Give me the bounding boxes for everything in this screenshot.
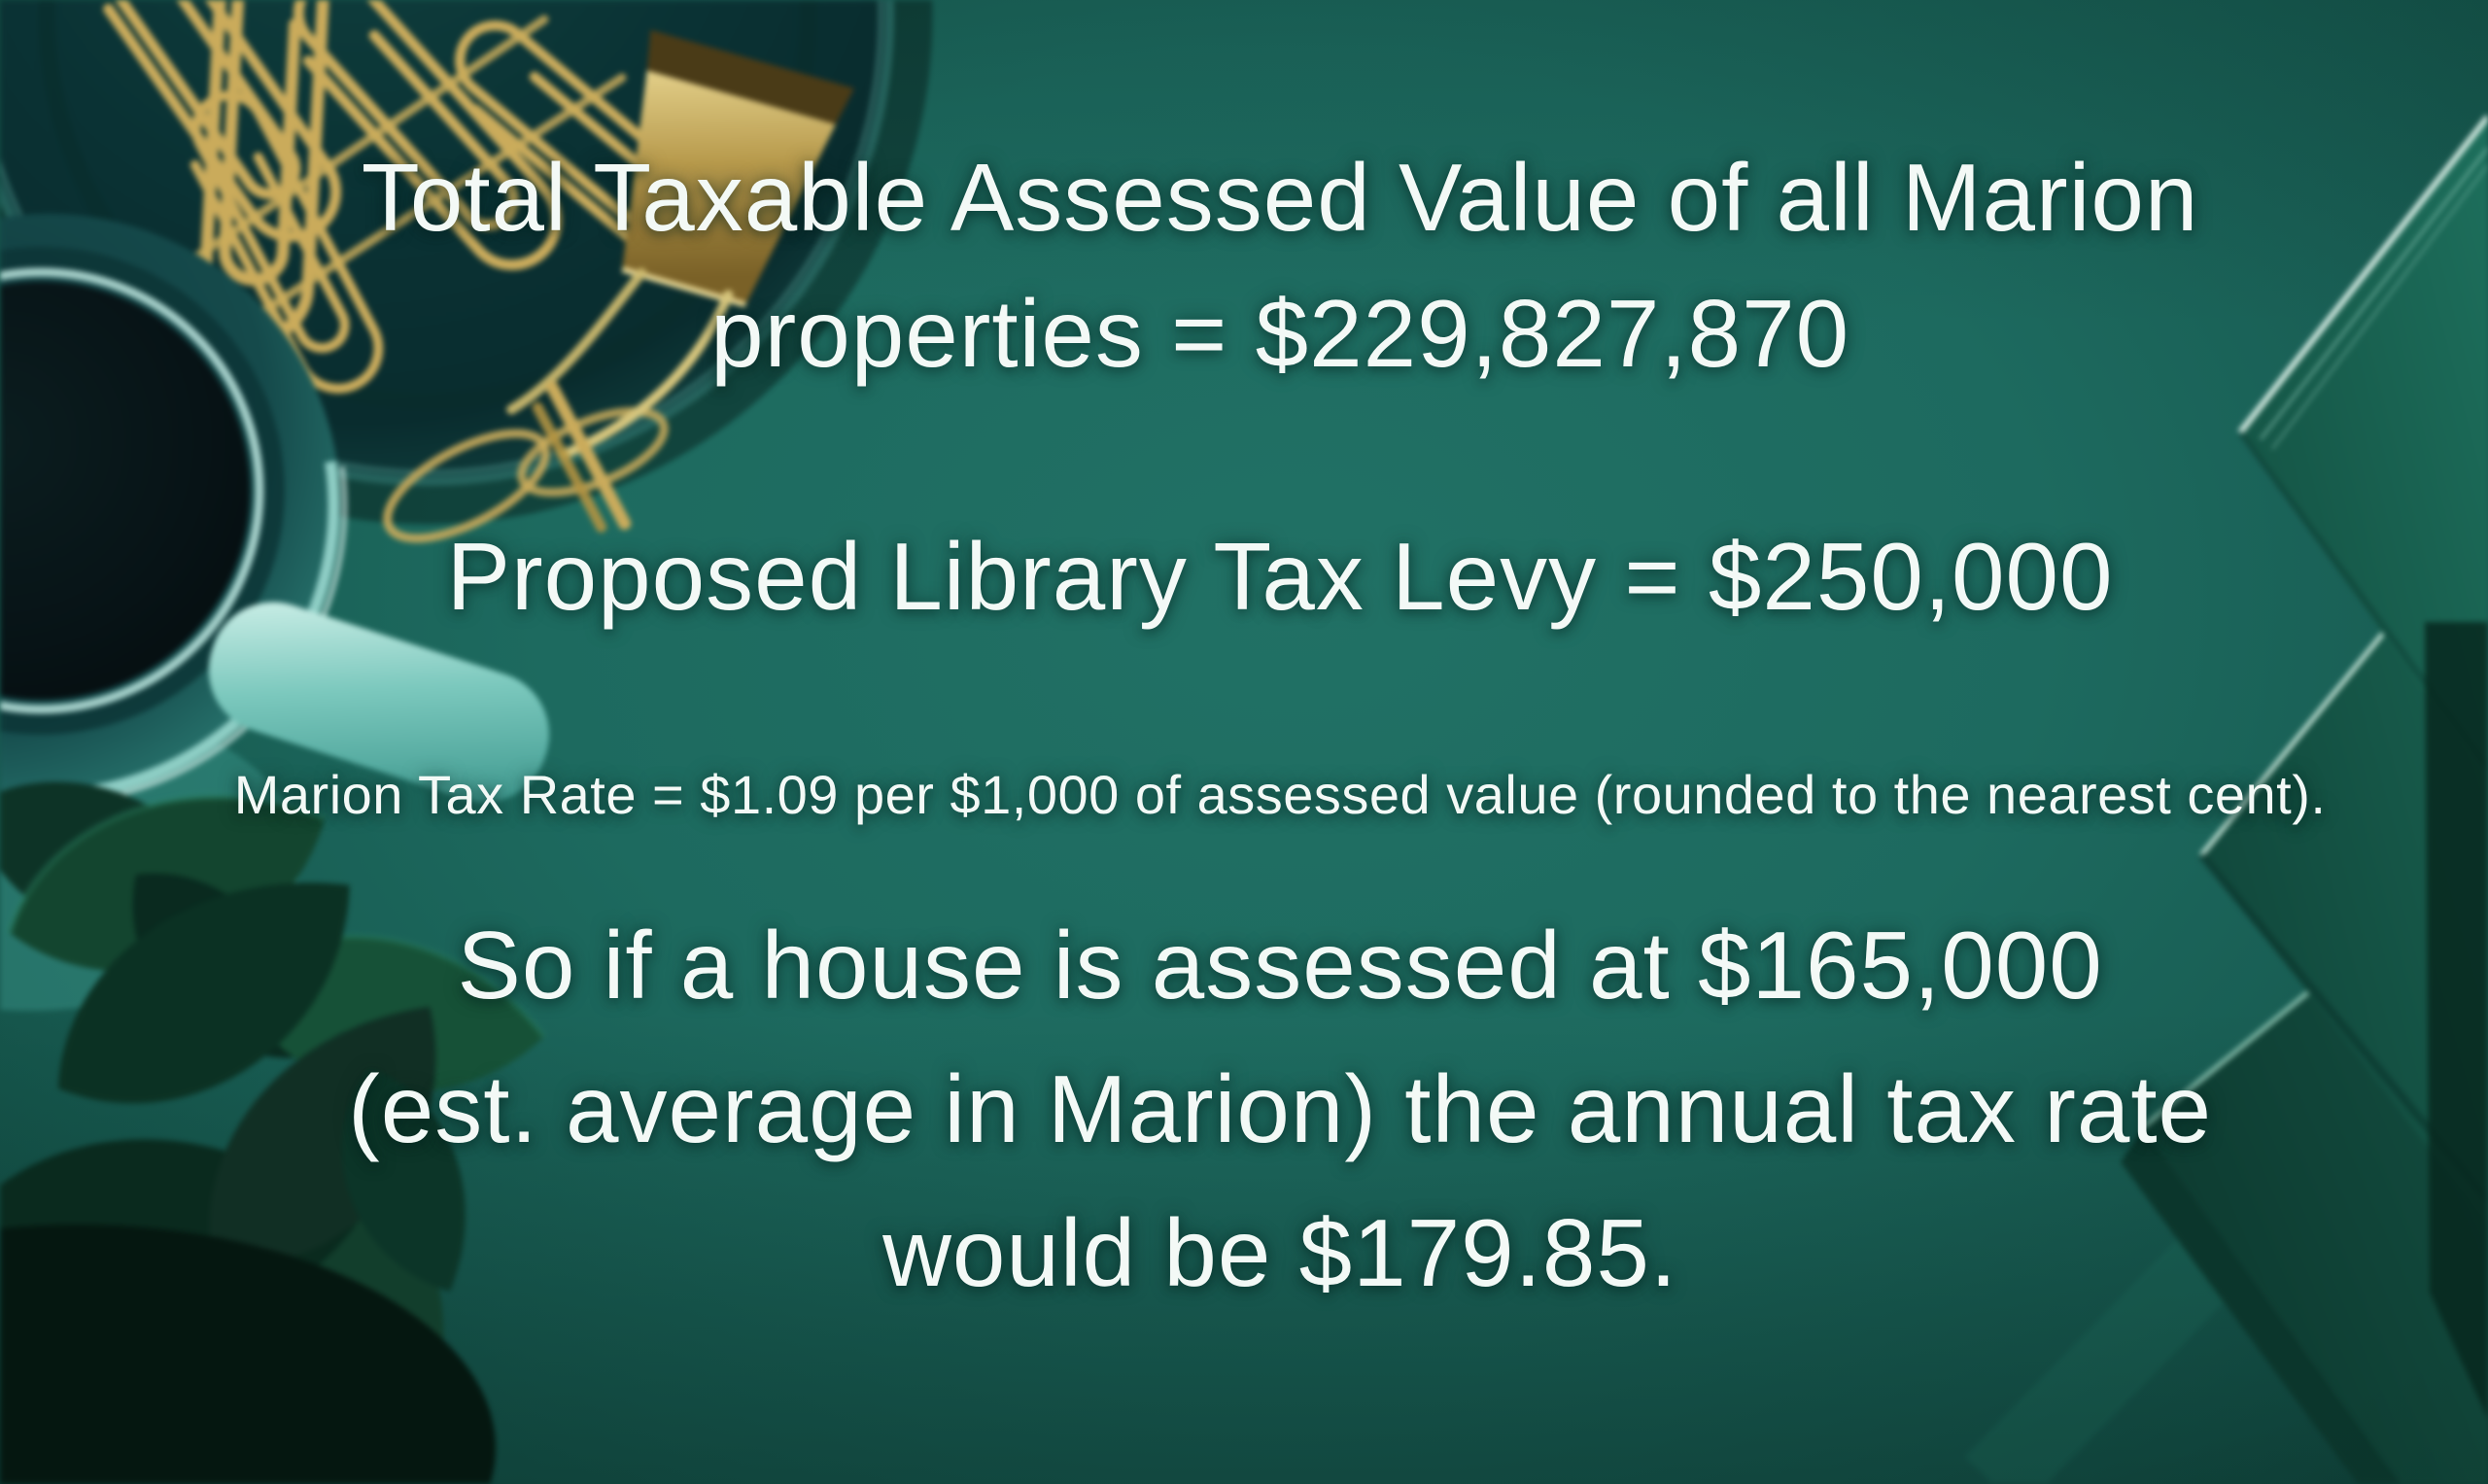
book-cover bbox=[2240, 117, 2488, 782]
books-photo bbox=[1964, 115, 2488, 1484]
example-line-3: would be $179.85. bbox=[882, 1199, 1678, 1306]
coffee-surface bbox=[0, 282, 250, 700]
leaf-shadow bbox=[0, 1225, 496, 1484]
binder-clip-icon bbox=[506, 29, 854, 460]
assessed-value-line-1: Total Taxable Assessed Value of all Mari… bbox=[361, 144, 2199, 251]
tax-rate-line: Marion Tax Rate = $1.09 per $1,000 of as… bbox=[233, 764, 2327, 825]
paperclip-wire bbox=[199, 73, 627, 355]
tax-rate-note: Marion Tax Rate = $1.09 per $1,000 of as… bbox=[72, 754, 2488, 836]
example-line-2: (est. average in Marion) the annual tax … bbox=[348, 1055, 2213, 1162]
paperclips-icon bbox=[99, 0, 737, 543]
paperclip-icon bbox=[293, 0, 563, 271]
tax-levy-line: Proposed Library Tax Levy = $250,000 bbox=[446, 523, 2114, 630]
paperclip-wire bbox=[141, 15, 549, 296]
example-calculation-statement: So if a house is assessed at $165,000 (e… bbox=[72, 893, 2488, 1325]
mug-handle bbox=[208, 602, 549, 803]
paperclip-icon bbox=[190, 90, 384, 394]
binder-clip-handle bbox=[532, 380, 632, 533]
book-shadow bbox=[2425, 622, 2488, 1419]
tax-levy-statement: Proposed Library Tax Levy = $250,000 bbox=[72, 508, 2488, 644]
plant-leaves-photo bbox=[0, 781, 547, 1484]
book-cover bbox=[2201, 505, 2488, 1225]
assessed-value-statement: Total Taxable Assessed Value of all Mari… bbox=[72, 129, 2488, 401]
assessed-value-line-2: properties = $229,827,870 bbox=[710, 280, 1850, 387]
example-line-1: So if a house is assessed at $165,000 bbox=[457, 912, 2103, 1018]
